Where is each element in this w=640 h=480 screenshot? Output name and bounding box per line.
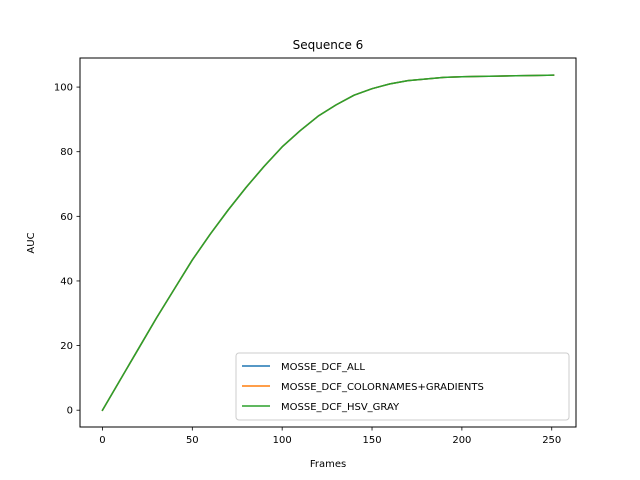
x-tick-label: 100 [273, 435, 292, 446]
legend-label: MOSSE_DCF_HSV_GRAY [281, 402, 400, 413]
legend-box [235, 352, 570, 421]
plot-frame [79, 57, 577, 428]
x-tick-label: 50 [186, 435, 199, 446]
y-tick-label: 60 [60, 212, 73, 223]
legend-label: MOSSE_DCF_COLORNAMES+GRADIENTS [281, 382, 484, 393]
x-tick-label: 200 [452, 435, 471, 446]
y-axis-ticks: 0 20 40 60 80 100 [54, 83, 80, 417]
y-tick-label: 40 [60, 276, 73, 287]
x-tick-label: 250 [542, 435, 561, 446]
chart-title: Sequence 6 [293, 38, 364, 52]
x-tick-label: 150 [362, 435, 381, 446]
y-axis-label: AUC [26, 232, 37, 253]
y-tick-label: 100 [54, 83, 73, 94]
y-tick-label: 20 [60, 341, 73, 352]
x-axis-ticks: 0 50 100 150 200 250 [99, 427, 561, 446]
series-line-3 [101, 74, 555, 412]
y-tick-label: 80 [60, 147, 73, 158]
legend-label: MOSSE_DCF_ALL [281, 362, 365, 373]
x-axis-label: Frames [310, 459, 346, 470]
x-tick-label: 0 [99, 435, 105, 446]
y-tick-label: 0 [67, 406, 73, 417]
legend: MOSSE_DCF_ALL MOSSE_DCF_COLORNAMES+GRADIE… [235, 352, 570, 421]
series-layer [101, 74, 555, 412]
